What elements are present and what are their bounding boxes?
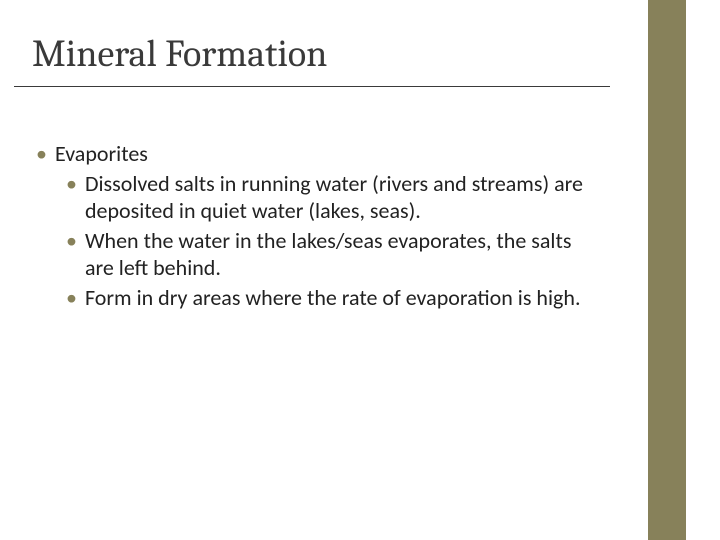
bullet-icon: • bbox=[36, 140, 47, 168]
bullet-icon: • bbox=[66, 170, 77, 198]
bullet-icon: • bbox=[66, 284, 77, 312]
content-area: • Evaporites • Dissolved salts in runnin… bbox=[36, 140, 596, 313]
list-item: • Dissolved salts in running water (rive… bbox=[66, 170, 596, 225]
page-title: Mineral Formation bbox=[32, 32, 327, 76]
bullet-icon: • bbox=[66, 227, 77, 255]
bullet-text: Evaporites bbox=[55, 140, 148, 168]
list-item: • Evaporites bbox=[36, 140, 596, 168]
bullet-text: Form in dry areas where the rate of evap… bbox=[85, 284, 581, 312]
title-underline bbox=[14, 86, 610, 87]
bullet-text: When the water in the lakes/seas evapora… bbox=[85, 227, 596, 282]
list-item: • Form in dry areas where the rate of ev… bbox=[66, 284, 596, 312]
list-item: • When the water in the lakes/seas evapo… bbox=[66, 227, 596, 282]
accent-bar bbox=[648, 0, 686, 540]
bullet-text: Dissolved salts in running water (rivers… bbox=[85, 170, 596, 225]
